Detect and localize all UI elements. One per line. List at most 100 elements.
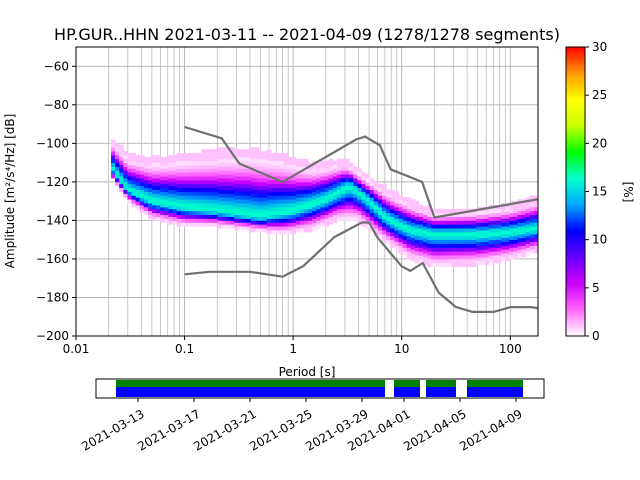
heatmap-cell [230,197,235,202]
heatmap-cell [472,251,477,256]
heatmap-cell [480,226,486,231]
heatmap-cell [476,257,481,262]
heatmap-cell [143,203,149,208]
heatmap-cell [353,212,358,217]
heatmap-cell [123,151,128,156]
heatmap-cell [423,206,428,212]
heatmap-cell [164,176,169,181]
heatmap-cell [275,191,280,196]
heatmap-cell [320,214,325,219]
heatmap-cell [234,218,239,223]
heatmap-cell [521,230,527,235]
heatmap-cell [390,243,395,248]
heatmap-cell [275,156,280,162]
heatmap-cell [188,152,194,158]
heatmap-cell [250,208,256,214]
heatmap-cell [406,224,412,229]
heatmap-cell [423,222,428,227]
heatmap-cell [513,247,518,252]
heatmap-cell [303,197,309,202]
heatmap-cell [312,176,317,181]
heatmap-cell [225,151,231,156]
heatmap-cell [472,258,477,264]
heatmap-cell [193,164,198,169]
heatmap-cell [234,172,239,177]
heatmap-cell [517,233,522,239]
heatmap-cell [414,255,420,260]
heatmap-cell [275,152,280,158]
heatmap-cell [357,199,362,204]
heatmap-cell [152,193,157,198]
heatmap-cell [271,168,276,173]
heatmap-cell [353,189,358,194]
heatmap-cell [139,170,145,175]
heatmap-cell [238,203,243,208]
heatmap-cell [357,179,362,185]
heatmap-cell [505,214,510,219]
heatmap-cell [262,185,268,190]
heatmap-cell [262,204,268,210]
heatmap-cell [517,237,522,242]
heatmap-cell [316,181,321,187]
heatmap-cell [336,166,342,171]
heatmap-cell [398,222,403,227]
heatmap-cell [135,158,141,163]
heatmap-cell [127,176,132,181]
heatmap-cell [345,208,350,214]
heatmap-cell [303,212,309,217]
heatmap-cell [336,197,342,202]
heatmap-cell [242,226,247,231]
heatmap-cell [139,166,145,171]
heatmap-cell [230,204,235,210]
heatmap-cell [291,214,297,219]
heatmap-cell [168,158,173,163]
heatmap-cell [184,156,190,162]
heatmap-cell [496,255,502,260]
heatmap-cell [525,224,531,229]
heatmap-cell [230,154,235,160]
heatmap-cell [324,199,329,204]
heatmap-cell [242,199,247,204]
heatmap-cell [197,199,202,204]
heatmap-cell [172,178,178,183]
heatmap-cell [267,195,272,200]
heatmap-cell [164,172,169,177]
heatmap-cell [283,230,288,235]
heatmap-cell [496,224,502,229]
heatmap-cell [394,210,399,216]
heatmap-cell [332,168,338,173]
heatmap-cell [279,160,284,165]
heatmap-cell [427,220,432,225]
heatmap-cell [180,214,186,219]
heatmap-cell [250,178,256,183]
heatmap-cell [299,197,305,202]
heatmap-cell [406,239,412,244]
heatmap-cell [279,230,284,235]
heatmap-cell [213,222,219,227]
heatmap-cell [205,214,210,219]
heatmap-cell [517,253,522,258]
heatmap-cell [250,185,256,190]
heatmap-cell [312,218,317,223]
heatmap-cell [230,158,235,163]
heatmap-cell [246,206,251,212]
heatmap-cell [193,168,198,173]
heatmap-cell [336,178,342,183]
heatmap-cell [439,231,444,237]
heatmap-cell [262,178,268,183]
heatmap-cell [369,193,375,198]
heatmap-cell [180,164,186,169]
heatmap-cell [123,174,128,179]
heatmap-cell [365,181,371,187]
heatmap-cell [205,203,210,208]
heatmap-cell [230,162,235,167]
heatmap-cell [188,164,194,169]
heatmap-cell [168,220,173,225]
heatmap-cell [271,183,276,189]
heatmap-cell [201,218,206,223]
heatmap-cell [303,170,309,175]
heatmap-cell [230,224,235,229]
heatmap-cell [110,147,116,152]
heatmap-cell [484,257,490,262]
timeline-tick-label: 2021-03-25 [247,407,314,454]
